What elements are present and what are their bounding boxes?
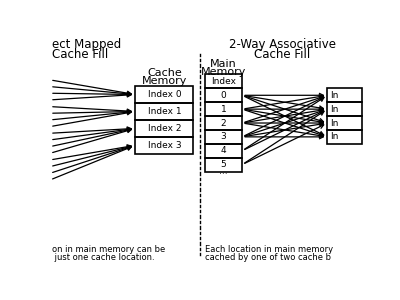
Text: ect Mapped: ect Mapped (52, 38, 121, 51)
Text: In: In (330, 132, 339, 141)
Bar (328, 102, 362, 116)
Text: Each location in main memory: Each location in main memory (205, 245, 333, 254)
Text: on in main memory can be: on in main memory can be (52, 245, 165, 254)
Bar (328, 116, 362, 130)
Bar (135, 103, 193, 120)
Bar (135, 120, 193, 137)
Text: 0: 0 (221, 91, 226, 100)
Text: Index 3: Index 3 (148, 141, 181, 150)
Text: Memory: Memory (201, 67, 246, 77)
Text: Index 0: Index 0 (148, 90, 181, 99)
Bar (328, 130, 362, 144)
Text: In: In (330, 118, 339, 127)
Bar (205, 102, 242, 116)
Text: 1: 1 (221, 105, 226, 114)
Bar (205, 74, 242, 88)
Text: In: In (330, 91, 339, 100)
Text: ...: ... (219, 167, 228, 176)
Text: 3: 3 (221, 132, 226, 141)
Bar (205, 116, 242, 130)
Bar (205, 88, 242, 102)
Text: Index: Index (211, 77, 236, 86)
Bar (205, 158, 242, 172)
Text: In: In (330, 105, 339, 114)
Text: 5: 5 (221, 160, 226, 169)
Bar (135, 137, 193, 154)
Text: just one cache location.: just one cache location. (52, 253, 154, 262)
Text: 4: 4 (221, 146, 226, 155)
Bar (328, 88, 362, 102)
Text: 2-Way Associative: 2-Way Associative (229, 38, 336, 51)
Text: Index 2: Index 2 (148, 124, 181, 133)
Text: Index 1: Index 1 (148, 107, 181, 116)
Text: cached by one of two cache b: cached by one of two cache b (205, 253, 331, 262)
Text: Cache Fill: Cache Fill (254, 47, 311, 61)
Bar (205, 130, 242, 144)
Text: Main: Main (210, 59, 237, 69)
Text: Memory: Memory (142, 76, 187, 86)
Bar (205, 144, 242, 158)
Text: Cache Fill: Cache Fill (52, 47, 108, 61)
Bar (135, 86, 193, 103)
Text: 2: 2 (221, 118, 226, 127)
Text: Cache: Cache (147, 68, 182, 78)
